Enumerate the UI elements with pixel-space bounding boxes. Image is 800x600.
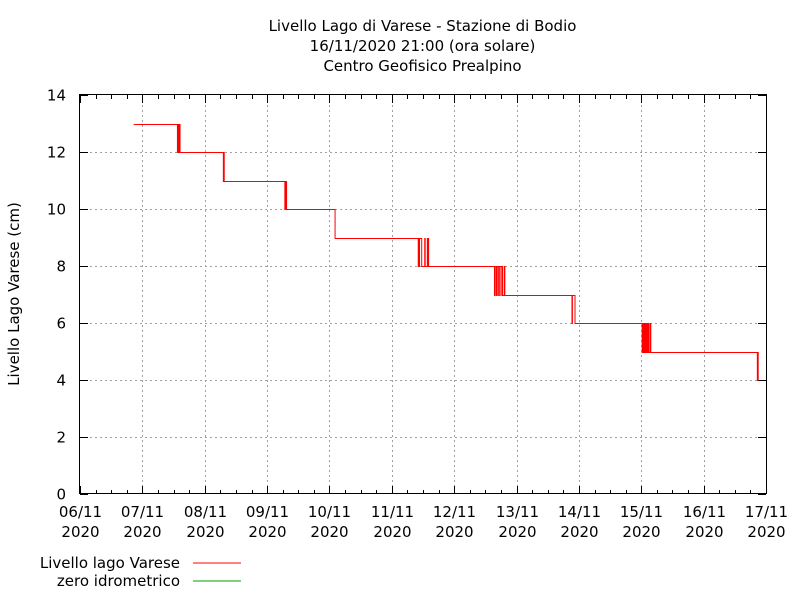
x-tick-label-year: 2020	[435, 523, 473, 541]
legend-label-2: zero idrometrico	[57, 572, 180, 590]
series-layer	[133, 124, 759, 381]
x-tick-label-date: 07/11	[121, 503, 164, 521]
x-tick-label-date: 06/11	[59, 503, 102, 521]
x-tick-label-date: 13/11	[496, 503, 539, 521]
x-tick-label-year: 2020	[622, 523, 660, 541]
legend-label-1: Livello lago Varese	[40, 554, 180, 572]
x-tick-label-date: 12/11	[433, 503, 476, 521]
x-tick-label-year: 2020	[560, 523, 598, 541]
x-tick-label-date: 16/11	[683, 503, 726, 521]
x-tick-label-year: 2020	[498, 523, 536, 541]
x-tick-label-year: 2020	[310, 523, 348, 541]
y-tick-label: 4	[56, 372, 66, 390]
x-tick-label-date: 15/11	[620, 503, 663, 521]
y-axis-title: Livello Lago Varese (cm)	[5, 202, 23, 386]
x-tick-label-date: 17/11	[745, 503, 788, 521]
chart-title-line-1: Livello Lago di Varese - Stazione di Bod…	[268, 17, 577, 35]
plot-frame	[79, 94, 767, 494]
x-tick-label-date: 14/11	[558, 503, 601, 521]
series-line-1	[133, 124, 759, 381]
x-tick-label-year: 2020	[123, 523, 161, 541]
y-tick-label: 0	[56, 486, 66, 504]
x-tick-label-year: 2020	[747, 523, 785, 541]
chart-title-line-2: 16/11/2020 21:00 (ora solare)	[309, 37, 536, 55]
x-tick-label-year: 2020	[61, 523, 99, 541]
x-axis: 06/11 2020 07/11 2020 08/11 2020 09/11 2020 10/1…	[59, 95, 788, 541]
y-tick-label: 6	[56, 315, 66, 333]
x-tick-label-date: 08/11	[184, 503, 227, 521]
y-tick-label: 12	[47, 144, 66, 162]
x-tick-label-year: 2020	[373, 523, 411, 541]
y-tick-label: 10	[47, 201, 66, 219]
y-axis: 0 2 4 6 8 10 12 14	[47, 87, 766, 504]
x-tick-label-year: 2020	[685, 523, 723, 541]
x-tick-label-year: 2020	[248, 523, 286, 541]
x-tick-label-date: 10/11	[308, 503, 351, 521]
chart-title-line-3: Centro Geofisico Prealpino	[323, 57, 522, 75]
x-tick-label-date: 09/11	[246, 503, 289, 521]
y-tick-label: 8	[56, 258, 66, 276]
x-tick-label-date: 11/11	[371, 503, 414, 521]
y-tick-label: 2	[56, 429, 66, 447]
x-tick-label-year: 2020	[186, 523, 224, 541]
y-tick-label: 14	[47, 87, 66, 105]
grid-layer	[80, 95, 766, 494]
